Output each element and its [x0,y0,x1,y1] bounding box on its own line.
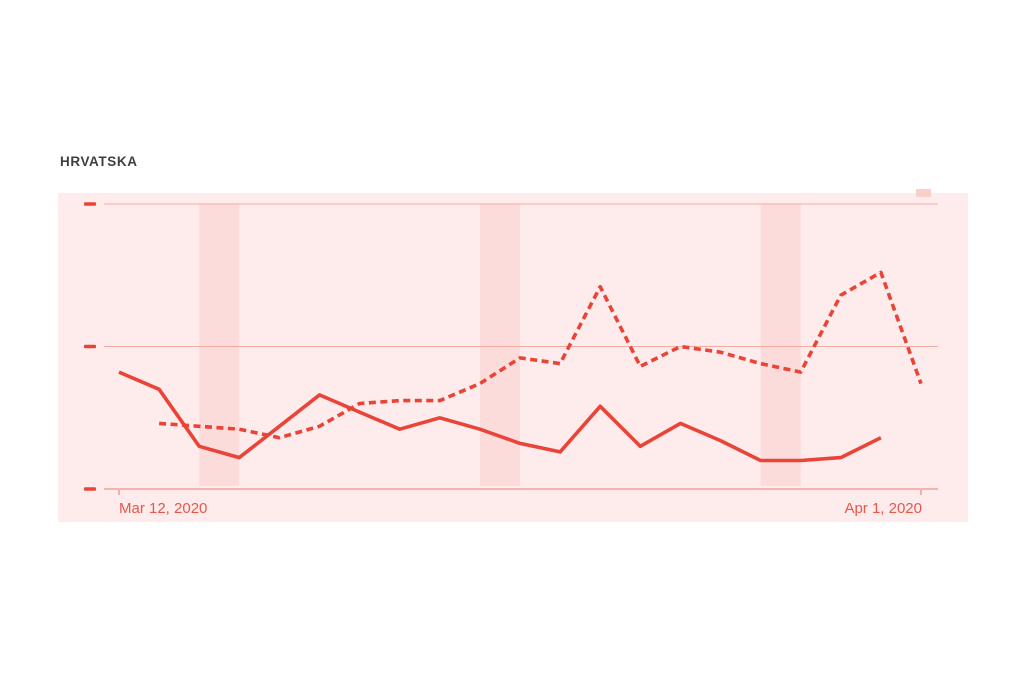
weekend-band [199,204,240,486]
series-solid-line [118,370,882,463]
x-axis-end-label: Apr 1, 2020 [844,500,922,517]
y-axis-tick [84,344,96,349]
trends-chart-panel: Mar 12, 2020 Apr 1, 2020 [58,189,968,522]
page-title: HRVATSKA [60,154,138,169]
x-axis-start-label: Mar 12, 2020 [119,500,208,517]
weekend-band [479,204,520,486]
y-axis-tick [84,487,96,491]
weekend-band [760,204,801,486]
timeseries-chart[interactable] [58,193,968,522]
panel-top-nub [916,189,931,197]
y-axis-tick [84,202,96,206]
series-dashed-line [158,270,923,440]
